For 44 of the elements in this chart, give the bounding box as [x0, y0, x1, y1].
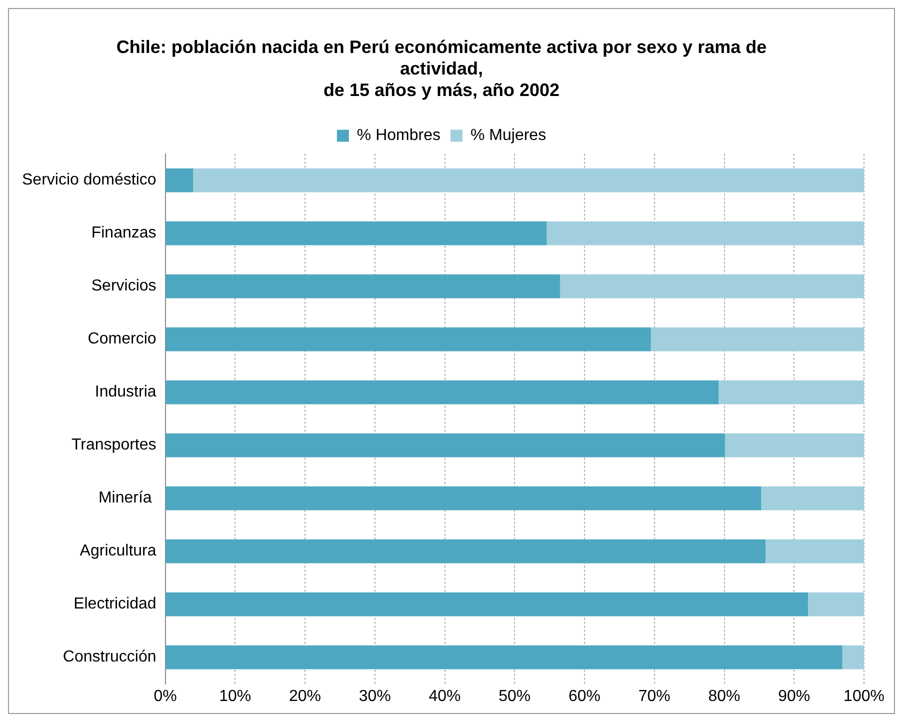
bar: [166, 539, 766, 564]
x-tick-label: 30%: [358, 688, 391, 705]
bar: [166, 486, 762, 510]
x-tick-label: 80%: [708, 688, 740, 705]
bar: [842, 645, 864, 670]
bar: [761, 486, 864, 510]
y-tick-label: Servicios: [91, 278, 156, 295]
x-tick-label: 10%: [219, 688, 252, 705]
x-tick-label: 90%: [778, 688, 810, 705]
bar: [718, 380, 864, 404]
x-tick-label: 60%: [568, 688, 601, 705]
x-tick-label: 70%: [638, 688, 670, 705]
bar: [193, 168, 864, 192]
y-tick-label: Electricidad: [74, 596, 156, 613]
bar: [166, 274, 560, 298]
bar: [166, 221, 547, 246]
y-tick-label: Agricultura: [80, 542, 156, 560]
bar: [166, 327, 651, 352]
x-tick-label: 20%: [289, 688, 322, 705]
bar: [166, 592, 808, 616]
bar: [166, 168, 194, 192]
y-tick-label: Finanzas: [91, 224, 156, 242]
legend-label: % Hombres: [356, 127, 440, 144]
bar: [546, 221, 864, 246]
bar: [166, 380, 719, 404]
bar: [765, 539, 864, 564]
legend-label: % Mujeres: [470, 127, 546, 144]
y-tick-label: Comercio: [88, 330, 156, 348]
y-tick-label: Construcción: [62, 648, 156, 666]
y-tick-label: Transportes: [71, 436, 156, 454]
x-tick-label: 40%: [428, 688, 461, 705]
chart-title: Chile: población nacida en Perú económicamente activa por sexo y rama de actividad, de 15 años y más, año 2002: [116, 36, 767, 100]
bar: [560, 274, 864, 298]
y-tick-label: Minería: [98, 490, 156, 507]
bar: [724, 433, 864, 458]
x-tick-label: 0%: [154, 688, 177, 705]
bar: [166, 433, 725, 458]
y-tick-label: Industria: [94, 384, 156, 401]
y-tick-label: Servicio doméstico: [22, 172, 156, 189]
bar: [166, 645, 842, 670]
x-tick-label: 100%: [844, 688, 884, 705]
bar: [650, 327, 864, 352]
x-tick-label: 50%: [498, 688, 531, 705]
bar: [808, 592, 864, 616]
